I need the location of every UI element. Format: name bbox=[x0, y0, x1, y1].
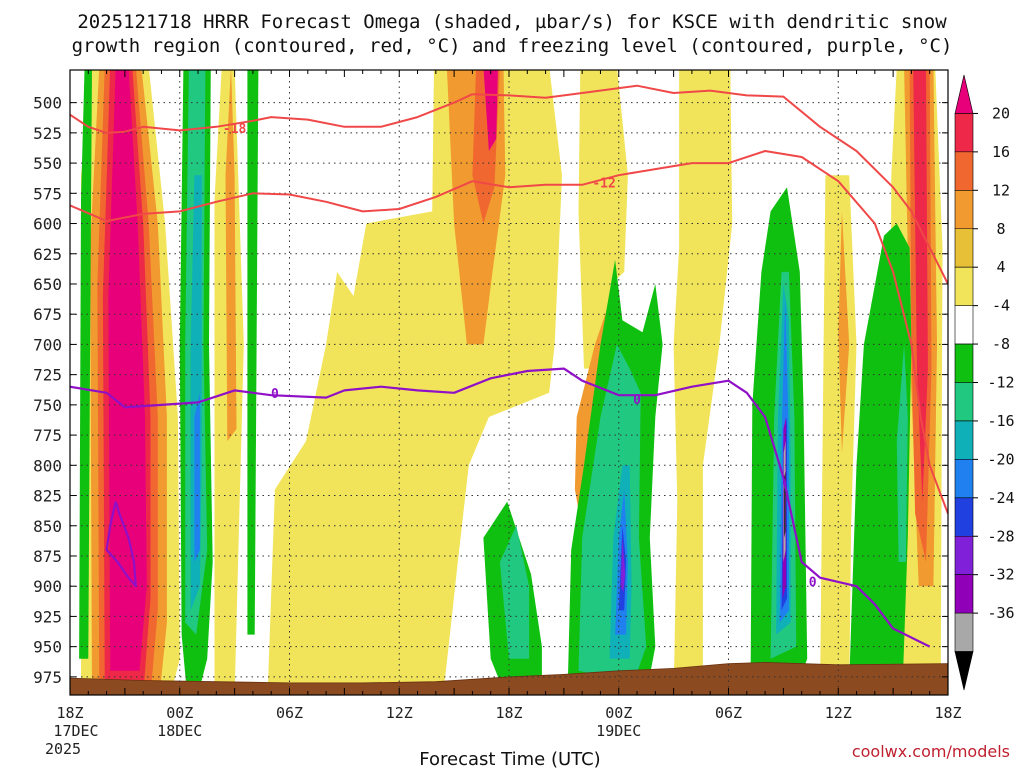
x-tick-year-0: 2025 bbox=[45, 740, 81, 758]
contour-label-0-c: 0 bbox=[809, 575, 817, 590]
colorbar-swatch-10 bbox=[954, 459, 974, 499]
colorbar-label--16: -16 bbox=[987, 412, 1014, 430]
omega-region-19 bbox=[483, 70, 498, 151]
contour-label-minus12: -12 bbox=[592, 176, 615, 191]
y-tick-label-775: 775 bbox=[33, 426, 62, 445]
x-tick-date-5: 19DEC bbox=[596, 722, 641, 740]
credit-text: coolwx.com/models bbox=[852, 742, 1010, 761]
colorbar-label-16: 16 bbox=[992, 143, 1010, 161]
omega-region-26 bbox=[849, 223, 912, 695]
y-tick-label-625: 625 bbox=[33, 245, 62, 264]
y-tick-label-825: 825 bbox=[33, 487, 62, 506]
y-tick-label-650: 650 bbox=[33, 275, 62, 294]
contour-label-0-b: 0 bbox=[633, 393, 641, 408]
omega-region-18 bbox=[108, 70, 147, 671]
colorbar-swatch-2 bbox=[954, 151, 974, 191]
colorbar-swatch-13 bbox=[954, 574, 974, 614]
y-tick-label-700: 700 bbox=[33, 335, 62, 354]
y-tick-label-875: 875 bbox=[33, 547, 62, 566]
colorbar-label--4: -4 bbox=[992, 297, 1010, 315]
omega-region-11 bbox=[838, 211, 850, 454]
y-tick-label-525: 525 bbox=[33, 124, 62, 143]
omega-region-17 bbox=[913, 70, 928, 502]
contour-label-0-a: 0 bbox=[271, 387, 279, 402]
colorbar-swatch-7 bbox=[954, 343, 974, 383]
omega-region-22 bbox=[247, 70, 259, 635]
y-tick-label-750: 750 bbox=[33, 396, 62, 415]
colorbar-swatch-5 bbox=[954, 266, 974, 306]
y-tick-label-725: 725 bbox=[33, 366, 62, 385]
colorbar-swatch-3 bbox=[954, 190, 974, 230]
colorbar-label--20: -20 bbox=[987, 450, 1014, 468]
colorbar-swatch-6 bbox=[954, 305, 974, 345]
y-tick-label-575: 575 bbox=[33, 184, 62, 203]
x-tick-label-5: 00Z bbox=[605, 704, 632, 722]
colorbar-swatch-15 bbox=[954, 651, 974, 691]
y-tick-label-800: 800 bbox=[33, 456, 62, 475]
omega-region-5 bbox=[820, 175, 857, 695]
colorbar-swatch-1 bbox=[954, 113, 974, 153]
x-tick-label-2: 06Z bbox=[276, 704, 303, 722]
y-tick-label-500: 500 bbox=[33, 94, 62, 113]
y-tick-label-850: 850 bbox=[33, 517, 62, 536]
chart-title-line1: 2025121718 HRRR Forecast Omega (shaded, … bbox=[77, 11, 947, 33]
colorbar-swatch-0 bbox=[954, 74, 974, 114]
omega-region-31 bbox=[896, 344, 908, 562]
y-tick-label-675: 675 bbox=[33, 305, 62, 324]
omega-region-20 bbox=[79, 70, 92, 659]
colorbar-label-8: 8 bbox=[996, 220, 1005, 238]
x-tick-label-3: 12Z bbox=[386, 704, 413, 722]
colorbar-label--36: -36 bbox=[987, 604, 1014, 622]
y-tick-label-975: 975 bbox=[33, 668, 62, 687]
grid-lines bbox=[70, 70, 948, 695]
colorbar-label-20: 20 bbox=[992, 104, 1010, 122]
omega-region-28 bbox=[499, 525, 530, 659]
colorbar-swatch-12 bbox=[954, 535, 974, 575]
dgz-contour-minus12 bbox=[70, 150, 948, 515]
y-tick-label-925: 925 bbox=[33, 607, 62, 626]
y-tick-label-900: 900 bbox=[33, 577, 62, 596]
x-tick-label-4: 18Z bbox=[495, 704, 522, 722]
x-tick-label-6: 06Z bbox=[715, 704, 742, 722]
temperature-contours: -18 -12 0 0 0 bbox=[70, 84, 948, 648]
x-tick-label-7: 12Z bbox=[825, 704, 852, 722]
colorbar-swatch-11 bbox=[954, 497, 974, 537]
colorbar-label--28: -28 bbox=[987, 527, 1014, 545]
y-tick-label-550: 550 bbox=[33, 154, 62, 173]
omega-region-3 bbox=[578, 70, 628, 369]
dgz-contour-minus18 bbox=[70, 84, 948, 285]
colorbar-label--8: -8 bbox=[992, 335, 1010, 353]
colorbar-label-4: 4 bbox=[996, 258, 1005, 276]
y-tick-label-600: 600 bbox=[33, 215, 62, 234]
colorbar-swatch-8 bbox=[954, 382, 974, 422]
x-tick-date-0: 17DEC bbox=[53, 722, 98, 740]
omega-region-8 bbox=[225, 70, 237, 442]
chart-title-line2: growth region (contoured, red, °C) and f… bbox=[72, 35, 953, 57]
colorbar-swatch-4 bbox=[954, 228, 974, 268]
contour-label-minus18: -18 bbox=[223, 122, 247, 137]
pressure-axis: 500 525 550 575 600 625 650 675 700 725 750 775 800 8… bbox=[33, 94, 948, 687]
colorbar-label--24: -24 bbox=[987, 489, 1014, 507]
x-tick-label-0: 18Z bbox=[56, 704, 83, 722]
y-tick-label-950: 950 bbox=[33, 638, 62, 657]
omega-region-4 bbox=[673, 70, 733, 695]
x-tick-label-1: 00Z bbox=[166, 704, 193, 722]
colorbar-label--12: -12 bbox=[987, 374, 1014, 392]
plot-area: -18 -12 0 0 0 bbox=[70, 70, 948, 695]
omega-region-35 bbox=[194, 392, 200, 562]
omega-colorbar: 20 16 12 8 4 -4 -8 -12 -16 -20 -24 -28 -32 -36 bbox=[954, 74, 1015, 691]
freezing-level-contour bbox=[70, 367, 931, 648]
x-axis-title: Forecast Time (UTC) bbox=[419, 749, 600, 768]
colorbar-swatch-9 bbox=[954, 420, 974, 460]
x-tick-label-8: 18Z bbox=[934, 704, 961, 722]
omega-region-40 bbox=[620, 537, 626, 593]
freezing-level-lobe bbox=[105, 501, 137, 588]
plot-frame bbox=[69, 69, 949, 696]
colorbar-label-12: 12 bbox=[992, 181, 1010, 199]
colorbar-swatch-14 bbox=[954, 612, 974, 652]
x-tick-date-1: 18DEC bbox=[157, 722, 202, 740]
colorbar-label--32: -32 bbox=[987, 566, 1014, 584]
